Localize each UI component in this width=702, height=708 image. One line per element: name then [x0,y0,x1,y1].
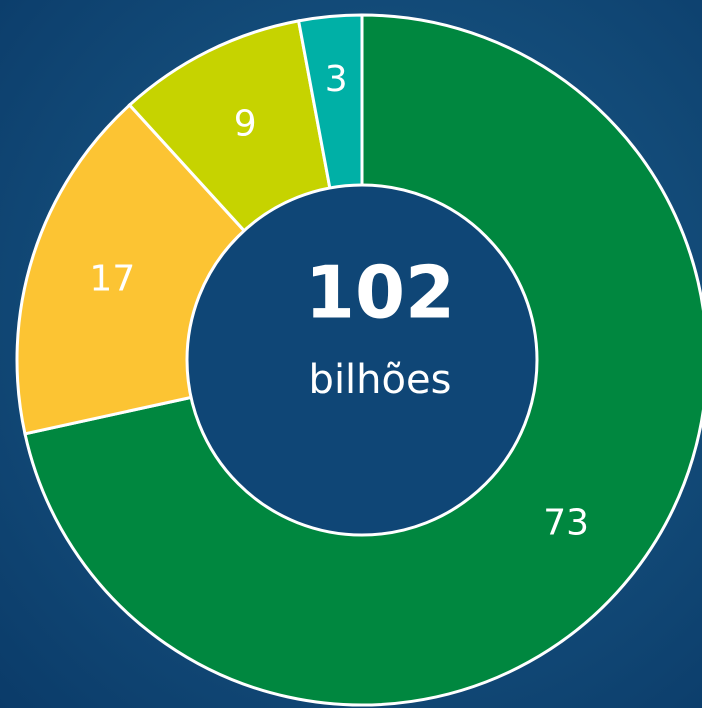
slice-label: 3 [325,59,348,100]
slice-label: 73 [543,502,589,543]
donut-hole [185,183,539,537]
slice-label: 17 [89,259,135,300]
total-value: 102 [305,251,455,335]
total-label: bilhões [309,357,452,403]
slice-label: 9 [234,103,257,144]
